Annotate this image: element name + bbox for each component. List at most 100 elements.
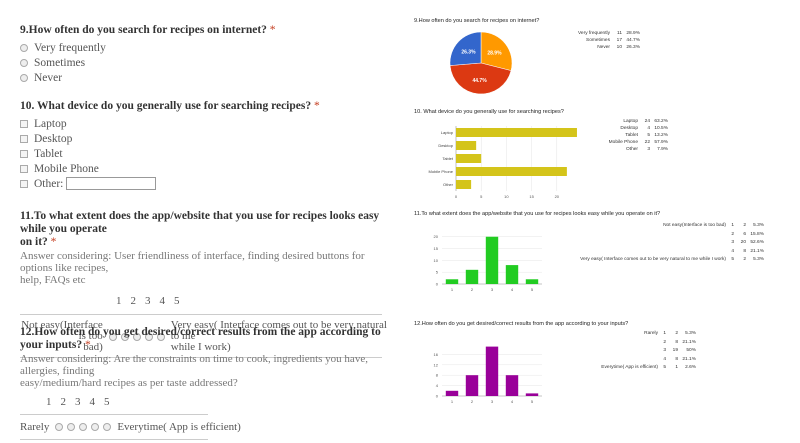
stat-label: Rarely bbox=[644, 331, 658, 336]
stat-pct: 5.3% bbox=[753, 257, 764, 262]
pie-slice-never bbox=[449, 31, 482, 66]
radio-button[interactable] bbox=[20, 43, 28, 52]
checkbox[interactable] bbox=[20, 164, 28, 173]
x-tick-label: 15 bbox=[529, 194, 534, 199]
stat-pct: 21.1% bbox=[682, 339, 696, 345]
scale-radio-5[interactable] bbox=[103, 423, 112, 431]
checkbox[interactable] bbox=[20, 119, 28, 128]
question-11-hint: Answer considering: User friendliness of… bbox=[20, 250, 390, 286]
scale-radio-1[interactable] bbox=[108, 332, 117, 341]
hint-line: Answer considering: User friendliness of… bbox=[20, 250, 365, 274]
option-very-frequently[interactable]: Very frequently bbox=[20, 40, 276, 55]
stat-row: Never 10 26.3% bbox=[566, 44, 640, 51]
option-never[interactable]: Never bbox=[20, 70, 276, 85]
category-label: Desktop bbox=[438, 143, 453, 148]
bar-1 bbox=[445, 279, 459, 284]
summary-11-title: 11.To what extent does the app/website t… bbox=[414, 211, 661, 217]
stat-count: 11 bbox=[617, 31, 622, 36]
scale-radios bbox=[55, 423, 112, 431]
bar-5 bbox=[525, 393, 539, 396]
stat-row: Laptop 24 63.2% bbox=[598, 118, 668, 125]
option-sometimes[interactable]: Sometimes bbox=[20, 55, 276, 70]
radio-button[interactable] bbox=[20, 73, 28, 82]
checkbox[interactable] bbox=[20, 134, 28, 143]
stat-pct: 7.9% bbox=[657, 147, 668, 152]
pie-slice-sometimes bbox=[449, 62, 512, 95]
scale-radio-3[interactable] bbox=[79, 423, 88, 431]
y-tick-label: 8 bbox=[436, 373, 439, 378]
stat-row: Very frequently 11 28.9% bbox=[566, 30, 640, 37]
stat-label: Not easy(Interface is too bad) bbox=[663, 223, 726, 228]
stat-scale: 4 bbox=[663, 356, 666, 362]
stat-pct: 44.7% bbox=[626, 38, 640, 43]
scale-number: 4 bbox=[159, 295, 166, 307]
radio-button[interactable] bbox=[20, 58, 28, 67]
option-label: Mobile Phone bbox=[34, 162, 99, 175]
checkbox[interactable] bbox=[20, 149, 28, 158]
stat-label: Desktop bbox=[620, 126, 638, 131]
high-label-line: Very easy( Interface comes out to be ver… bbox=[170, 319, 387, 342]
stat-row: 3 20 52.6% bbox=[550, 239, 764, 248]
stat-pct: 15.8% bbox=[750, 231, 764, 237]
scale-radio-4[interactable] bbox=[91, 423, 100, 431]
stat-label: Sometimes bbox=[586, 38, 610, 43]
option-mobile-phone[interactable]: Mobile Phone bbox=[20, 161, 320, 176]
stat-count: 19 bbox=[672, 348, 678, 353]
option-desktop[interactable]: Desktop bbox=[20, 131, 320, 146]
stat-count: 8 bbox=[675, 356, 678, 362]
divider bbox=[20, 357, 382, 358]
stat-row: 3 19 50% bbox=[590, 347, 696, 356]
scale-radio-2[interactable] bbox=[67, 423, 76, 431]
scale-radio-2[interactable] bbox=[120, 332, 129, 341]
scale-numbers: 1 2 3 4 5 bbox=[116, 295, 390, 307]
pie-slice-label: 44.7% bbox=[472, 78, 487, 84]
x-tick-label: 20 bbox=[555, 194, 560, 199]
scale-radio-4[interactable] bbox=[144, 332, 153, 341]
scale-radio-5[interactable] bbox=[156, 332, 165, 341]
option-other[interactable]: Other: bbox=[20, 176, 320, 191]
hint-line: easy/medium/hard recipes as per taste ad… bbox=[20, 377, 238, 389]
stat-pct: 5.3% bbox=[753, 223, 764, 228]
stat-pct: 52.6% bbox=[750, 240, 764, 245]
category-label: Other bbox=[443, 182, 454, 187]
option-laptop[interactable]: Laptop bbox=[20, 116, 320, 131]
scale-radio-3[interactable] bbox=[132, 332, 141, 341]
bar-4 bbox=[505, 265, 519, 284]
bar-2 bbox=[465, 375, 479, 396]
option-label: Other: bbox=[34, 177, 64, 190]
option-label: Tablet bbox=[34, 147, 63, 160]
question-10: 10. What device do you generally use for… bbox=[20, 100, 320, 191]
hint-line: help, FAQs etc bbox=[20, 274, 86, 286]
stat-row: 4 8 21.1% bbox=[590, 356, 696, 365]
stat-scale: 3 bbox=[731, 240, 734, 245]
required-mark: * bbox=[84, 339, 91, 351]
required-mark: * bbox=[313, 100, 320, 112]
option-label: Sometimes bbox=[34, 56, 86, 69]
scale-number: 3 bbox=[75, 396, 81, 408]
x-tick-label: 2 bbox=[471, 399, 474, 404]
other-text-field[interactable] bbox=[66, 177, 157, 190]
stat-scale: 5 bbox=[663, 365, 666, 370]
pie-slice-label: 26.3% bbox=[461, 49, 476, 55]
low-label-line: bad) bbox=[83, 341, 103, 353]
stat-row: Desktop 4 10.5% bbox=[598, 125, 668, 132]
bar-mobile-phone bbox=[456, 167, 567, 176]
bar-4 bbox=[505, 375, 519, 396]
stat-row: Rarely 1 2 5.3% bbox=[590, 330, 696, 339]
bar-3 bbox=[485, 236, 499, 284]
checkbox[interactable] bbox=[20, 179, 28, 188]
question-9: 9.How often do you search for recipes on… bbox=[20, 24, 276, 85]
stat-count: 24 bbox=[644, 119, 650, 124]
summary-12-stats: Rarely 1 2 5.3% 2 8 21.1% 3 19 50% 4 8 21.1% Ever… bbox=[590, 330, 696, 373]
x-tick-label: 4 bbox=[511, 287, 514, 292]
pie-slice-label: 28.9% bbox=[487, 51, 502, 57]
option-tablet[interactable]: Tablet bbox=[20, 146, 320, 161]
bar-desktop bbox=[456, 141, 477, 150]
stat-pct: 26.3% bbox=[626, 45, 640, 50]
scale-radio-1[interactable] bbox=[55, 423, 64, 431]
x-tick-label: 3 bbox=[491, 287, 494, 292]
bar-2 bbox=[465, 269, 479, 284]
y-tick-label: 15 bbox=[434, 246, 439, 251]
x-tick-label: 1 bbox=[451, 287, 454, 292]
